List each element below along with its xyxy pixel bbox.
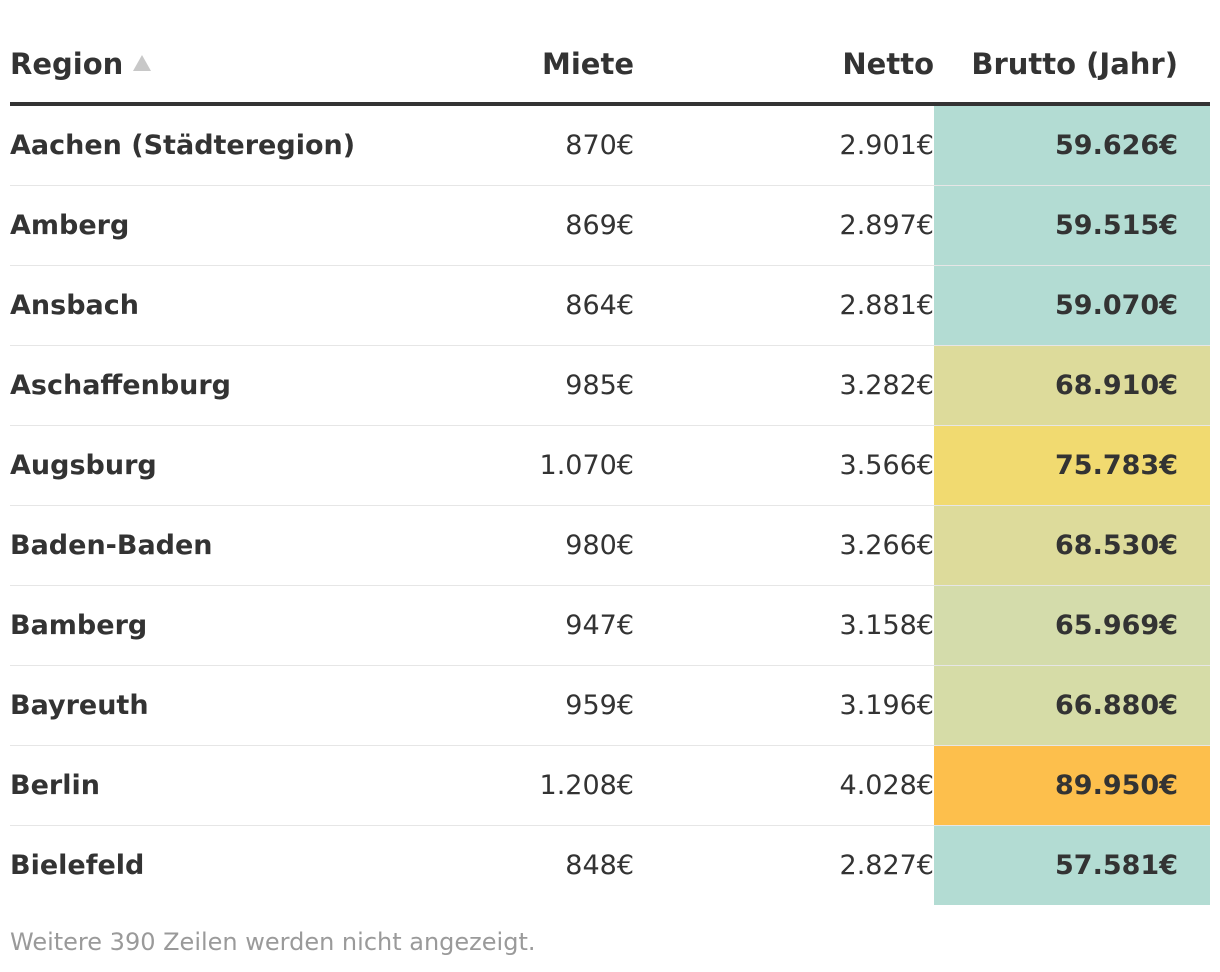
cell-netto: 3.566€ xyxy=(634,425,934,506)
cell-netto: 2.827€ xyxy=(839,850,934,881)
cell-netto: 2.901€ xyxy=(634,104,934,186)
cell-netto: 4.028€ xyxy=(634,745,934,826)
cell-miete: 869€ xyxy=(450,185,634,266)
table-row: Bielefeld 848€ 2.827€ 57.581€ xyxy=(10,825,1210,905)
table-row: Berlin 1.208€ 4.028€ 89.950€ xyxy=(10,745,1210,826)
cell-region: Augsburg xyxy=(10,425,450,506)
column-header-region[interactable]: Region xyxy=(10,26,450,106)
cell-miete: 985€ xyxy=(450,345,634,426)
cell-miete: 870€ xyxy=(450,104,634,186)
cell-brutto: 57.581€ xyxy=(934,825,1210,905)
cell-miete: 864€ xyxy=(450,265,634,346)
cell-brutto: 65.969€ xyxy=(934,585,1210,666)
cell-netto: 3.196€ xyxy=(634,665,934,746)
cell-region: Ansbach xyxy=(10,265,450,346)
cell-miete: 1.208€ xyxy=(450,745,634,826)
sort-ascending-icon xyxy=(133,55,152,71)
cell-brutto: 68.910€ xyxy=(934,345,1210,426)
cell-miete: 959€ xyxy=(450,665,634,746)
cell-miete: 848€ xyxy=(565,850,634,881)
hidden-rows-note: Weitere 390 Zeilen werden nicht angezeig… xyxy=(10,928,536,956)
cell-region: Aachen (Städteregion) xyxy=(10,104,450,186)
cell-region: Amberg xyxy=(10,185,450,266)
cell-netto: 2.897€ xyxy=(634,185,934,266)
cell-region: Bamberg xyxy=(10,585,450,666)
table-row: Aschaffenburg 985€ 3.282€ 68.910€ xyxy=(10,345,1210,426)
cell-netto: 3.266€ xyxy=(634,505,934,586)
cell-miete: 980€ xyxy=(450,505,634,586)
table-row: Amberg 869€ 2.897€ 59.515€ xyxy=(10,185,1210,266)
table-row: Bayreuth 959€ 3.196€ 66.880€ xyxy=(10,665,1210,746)
cell-region: Bayreuth xyxy=(10,665,450,746)
cell-brutto: 59.070€ xyxy=(934,265,1210,346)
table-row: Bamberg 947€ 3.158€ 65.969€ xyxy=(10,585,1210,666)
cell-brutto: 59.626€ xyxy=(934,104,1210,186)
cell-region: Bielefeld xyxy=(10,850,145,881)
column-header-miete[interactable]: Miete xyxy=(450,26,634,106)
table-row: Augsburg 1.070€ 3.566€ 75.783€ xyxy=(10,425,1210,506)
column-header-region-label: Region xyxy=(10,47,124,81)
cell-brutto: 75.783€ xyxy=(934,425,1210,506)
table-header: Region Miete Netto Brutto (Jahr) xyxy=(10,26,1210,106)
cell-miete: 1.070€ xyxy=(450,425,634,506)
cell-region: Aschaffenburg xyxy=(10,345,450,426)
cell-brutto: 59.515€ xyxy=(934,185,1210,266)
column-header-netto[interactable]: Netto xyxy=(634,26,934,106)
column-header-brutto[interactable]: Brutto (Jahr) xyxy=(934,26,1210,106)
data-table: Region Miete Netto Brutto (Jahr) Aachen … xyxy=(10,26,1210,905)
cell-brutto: 66.880€ xyxy=(934,665,1210,746)
cell-netto: 2.881€ xyxy=(634,265,934,346)
cell-brutto: 68.530€ xyxy=(934,505,1210,586)
cell-netto: 3.282€ xyxy=(634,345,934,426)
table-row: Aachen (Städteregion) 870€ 2.901€ 59.626€ xyxy=(10,104,1210,186)
table-row: Ansbach 864€ 2.881€ 59.070€ xyxy=(10,265,1210,346)
header-row: Region Miete Netto Brutto (Jahr) xyxy=(10,26,1210,106)
table-body: Aachen (Städteregion) 870€ 2.901€ 59.626€ Am… xyxy=(10,104,1210,905)
cell-netto: 3.158€ xyxy=(634,585,934,666)
cell-region: Baden-Baden xyxy=(10,505,450,586)
cell-region: Berlin xyxy=(10,745,450,826)
cell-brutto: 89.950€ xyxy=(934,745,1210,826)
table-row: Baden-Baden 980€ 3.266€ 68.530€ xyxy=(10,505,1210,586)
cell-miete: 947€ xyxy=(450,585,634,666)
